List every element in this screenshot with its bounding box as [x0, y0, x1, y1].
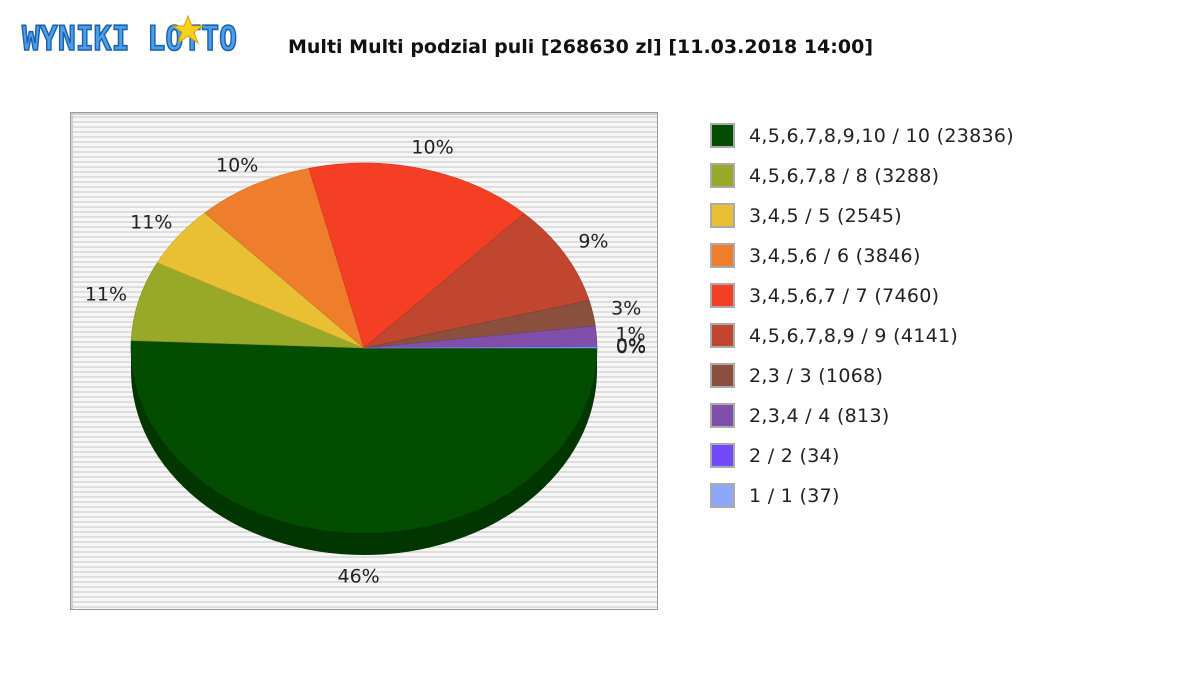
logo: WYNIKI LOTTO [21, 14, 238, 60]
legend-swatch [710, 403, 735, 428]
pie-percent-label-2: 11% [130, 211, 172, 233]
pie-percent-label-4: 10% [411, 136, 453, 158]
legend-label: 2 / 2 (34) [749, 445, 840, 467]
pie-slice-9 [363, 346, 598, 349]
pie-percent-label-6: 3% [611, 298, 641, 320]
pie-percent-label-3: 10% [216, 154, 258, 176]
legend-label: 3,4,5,6,7 / 7 (7460) [749, 285, 940, 307]
legend-swatch [710, 203, 735, 228]
legend-swatch [710, 163, 735, 188]
pie-slice-1 [130, 262, 365, 349]
pie-percent-label-9: 0% [616, 336, 646, 358]
legend-label: 2,3 / 3 (1068) [749, 365, 884, 387]
legend-label: 3,4,5 / 5 (2545) [749, 205, 902, 227]
pie-slice-4 [308, 162, 525, 349]
pie-slice-0 [130, 340, 598, 534]
pie-percent-label-7: 1% [615, 323, 645, 345]
legend-label: 4,5,6,7,8,9 / 9 (4141) [749, 325, 959, 347]
legend-label: 4,5,6,7,8 / 8 (3288) [749, 165, 940, 187]
legend-swatch [710, 483, 735, 508]
legend-swatch [710, 123, 735, 148]
pie-percent-label-5: 9% [578, 231, 608, 253]
pie-slice-3 [204, 167, 365, 349]
pie-slice-5 [363, 213, 590, 349]
legend-swatch [710, 243, 735, 268]
legend-swatch [710, 443, 735, 468]
legend-label: 3,4,5,6 / 6 (3846) [749, 245, 921, 267]
pie-percent-label-0: 46% [338, 565, 380, 587]
legend-label: 1 / 1 (37) [749, 485, 840, 507]
legend-label: 2,3,4 / 4 (813) [749, 405, 890, 427]
star-icon [171, 14, 205, 45]
chart-title: Multi Multi podzial puli [268630 zl] [11… [288, 36, 874, 58]
pie-percent-label-1: 11% [85, 283, 127, 305]
legend-swatch [710, 323, 735, 348]
pie-percent-label-8: 0% [616, 335, 646, 357]
legend-swatch [710, 363, 735, 388]
legend-label: 4,5,6,7,8,9,10 / 10 (23836) [749, 125, 1015, 147]
legend-swatch [710, 283, 735, 308]
